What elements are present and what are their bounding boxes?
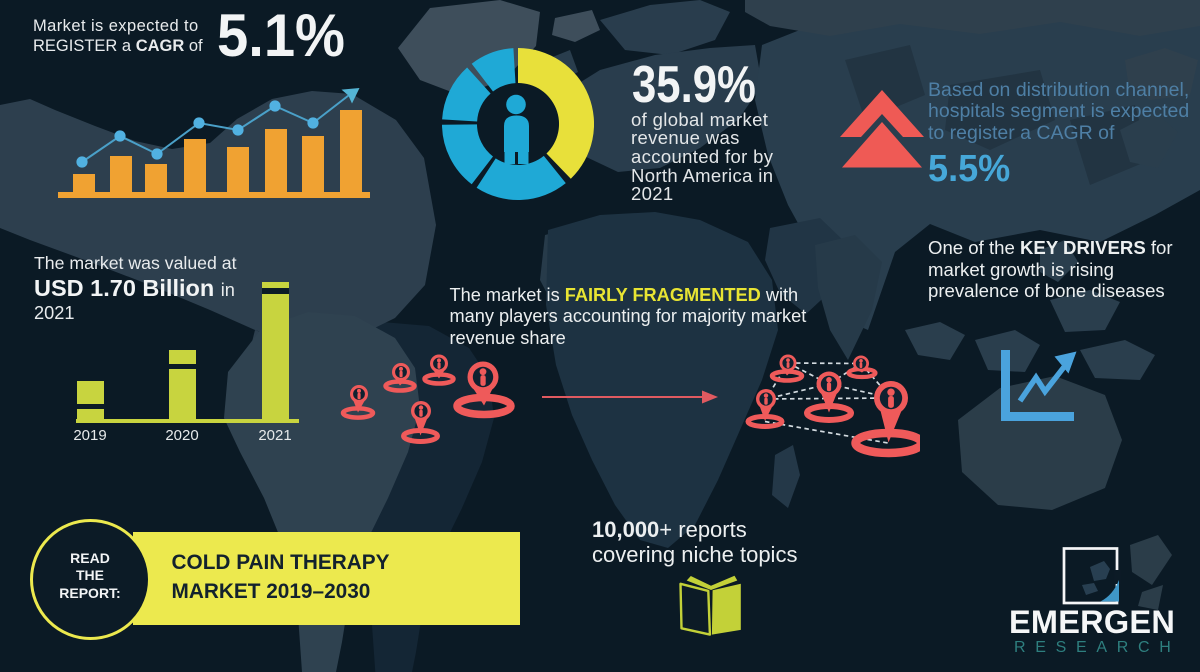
svg-text:2021: 2021 bbox=[258, 427, 291, 444]
svg-text:2020: 2020 bbox=[165, 427, 198, 444]
svg-text:2019: 2019 bbox=[73, 427, 106, 444]
